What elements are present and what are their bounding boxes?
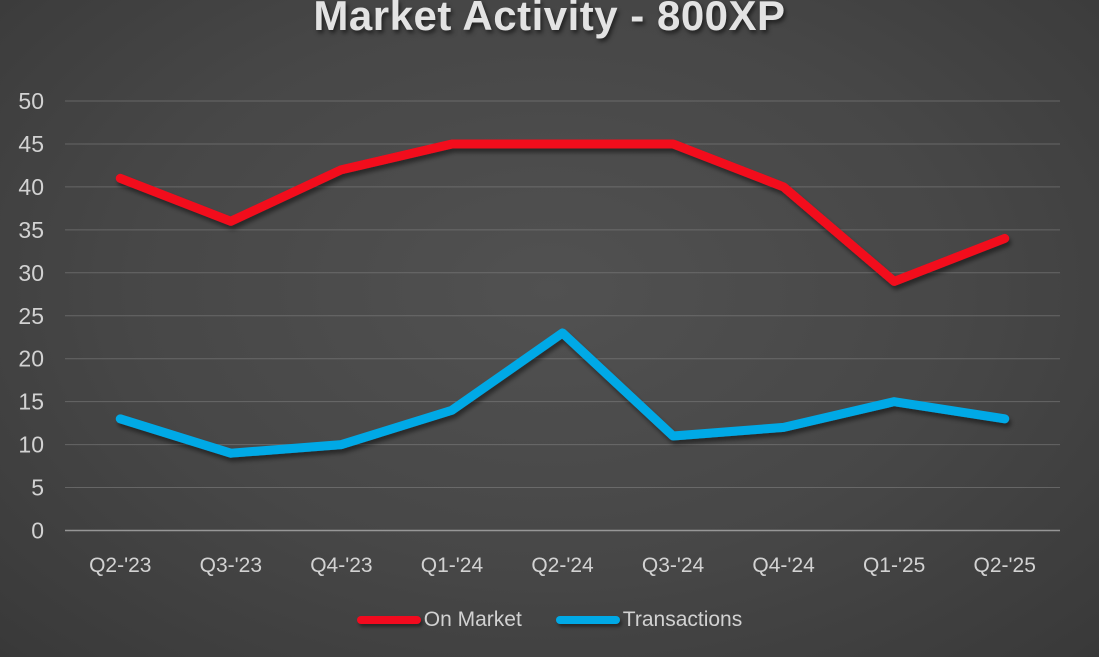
y-axis-tick-label: 20 [18,346,44,372]
legend-swatch [555,616,620,624]
x-axis-label: Q2-'24 [531,554,594,577]
x-axis-label: Q2-'23 [89,554,151,577]
y-axis-tick-label: 15 [18,389,44,415]
y-axis-tick-label: 40 [18,174,44,200]
y-axis-tick-label: 0 [31,518,44,544]
legend-label: Transactions [622,608,743,631]
x-axis-label: Q1-'24 [421,554,484,577]
y-axis-tick-label: 45 [18,131,44,157]
x-axis-label: Q1-'25 [863,554,925,577]
y-axis-tick-label: 25 [18,303,44,329]
y-axis-tick-label: 35 [18,217,44,243]
y-axis-tick-label: 10 [18,432,44,458]
x-axis-label: Q4-'24 [752,554,815,577]
legend: On Market Transactions [0,608,1099,632]
chart-title: Market Activity - 800XP [313,0,786,39]
legend-item: Transactions [555,608,743,632]
y-axis-tick-label: 5 [31,475,44,501]
y-axis-tick-label: 50 [18,88,44,114]
x-axis-label: Q4-'23 [310,554,372,577]
series-line-transactions [115,328,1010,458]
x-axis-label: Q3-'24 [642,554,705,577]
series-line-on-market [115,139,1010,286]
y-axis-tick-label: 30 [18,260,44,286]
x-axis-label: Q2-'25 [974,554,1036,577]
x-axis-label: Q3-'23 [200,554,262,577]
legend-label: On Market [423,608,522,631]
legend-item: On Market [356,608,522,632]
legend-swatch [356,616,421,624]
